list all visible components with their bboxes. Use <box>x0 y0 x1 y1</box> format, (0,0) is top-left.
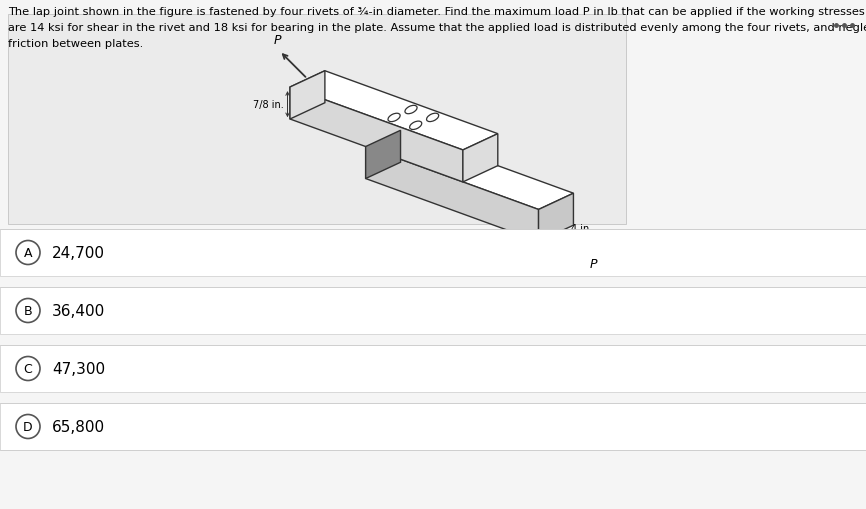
Polygon shape <box>290 72 325 120</box>
Text: 7/8 in.: 7/8 in. <box>253 100 283 110</box>
Text: 47,300: 47,300 <box>52 361 105 376</box>
Polygon shape <box>290 88 463 183</box>
Text: The lap joint shown in the figure is fastened by four rivets of ¾-in diameter. F: The lap joint shown in the figure is fas… <box>8 7 865 17</box>
Polygon shape <box>290 72 498 151</box>
Bar <box>8 15 626 224</box>
Text: are 14 ksi for shear in the rivet and 18 ksi for bearing in the plate. Assume th: are 14 ksi for shear in the rivet and 18… <box>8 23 866 33</box>
Bar <box>0 345 866 392</box>
Text: 65,800: 65,800 <box>52 419 105 434</box>
Bar <box>0 288 866 334</box>
Text: D: D <box>23 420 33 433</box>
Text: friction between plates.: friction between plates. <box>8 39 143 49</box>
Polygon shape <box>365 131 401 179</box>
Ellipse shape <box>405 106 417 115</box>
Polygon shape <box>365 147 539 242</box>
Circle shape <box>16 357 40 381</box>
Ellipse shape <box>410 122 422 130</box>
Circle shape <box>16 299 40 323</box>
Polygon shape <box>539 194 573 242</box>
Text: B: B <box>23 304 32 318</box>
Text: P: P <box>274 34 281 47</box>
Ellipse shape <box>427 114 439 122</box>
Text: A: A <box>23 246 32 260</box>
Circle shape <box>16 241 40 265</box>
Text: 24,700: 24,700 <box>52 245 105 261</box>
Bar <box>0 403 866 450</box>
Text: P: P <box>590 258 598 270</box>
Text: 36,400: 36,400 <box>52 303 106 318</box>
Ellipse shape <box>388 114 400 122</box>
Text: 4 in.: 4 in. <box>571 224 592 234</box>
Circle shape <box>16 415 40 439</box>
Polygon shape <box>463 134 498 183</box>
Text: C: C <box>23 362 32 375</box>
Bar <box>0 230 866 276</box>
Polygon shape <box>365 131 573 210</box>
